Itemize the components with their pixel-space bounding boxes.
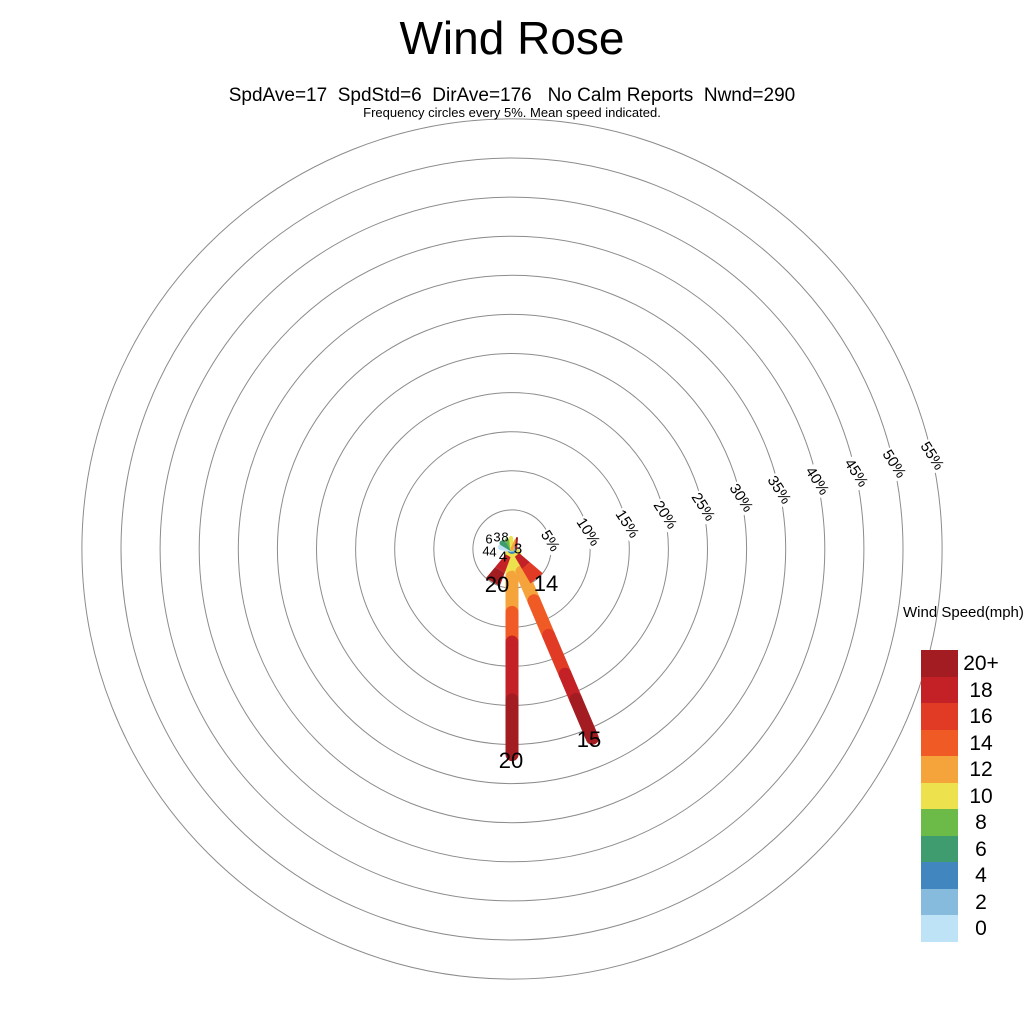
frequency-ring bbox=[120, 157, 904, 941]
legend-swatch bbox=[921, 915, 958, 942]
center-mini-spoke bbox=[515, 537, 518, 550]
legend-swatch bbox=[921, 650, 958, 677]
legend-swatch bbox=[921, 835, 958, 863]
legend-label: 16 bbox=[969, 705, 993, 728]
legend-swatch bbox=[921, 703, 958, 730]
page-title: Wind Rose bbox=[399, 12, 625, 64]
legend-label: 10 bbox=[969, 784, 993, 808]
legend-swatch bbox=[921, 676, 958, 704]
wind-spoke-wedge-segment bbox=[522, 562, 543, 584]
frequency-ring bbox=[81, 118, 943, 980]
legend-title: Wind Speed(mph) bbox=[903, 604, 1024, 621]
frequency-ring bbox=[198, 235, 826, 863]
legend-label: 14 bbox=[969, 731, 993, 755]
wind-spoke-wedge-segment bbox=[495, 554, 511, 573]
legend-swatch bbox=[921, 888, 958, 916]
legend-label: 12 bbox=[969, 758, 993, 781]
legend-label: 8 bbox=[975, 811, 987, 834]
frequency-ring bbox=[237, 274, 787, 824]
legend-label: 20+ bbox=[963, 652, 999, 675]
legend-label: 4 bbox=[975, 864, 987, 887]
legend-label: 6 bbox=[975, 837, 987, 861]
legend-label: 2 bbox=[975, 890, 987, 914]
frequency-ring bbox=[276, 313, 748, 785]
legend-label: 0 bbox=[975, 917, 987, 940]
legend-swatch bbox=[921, 782, 958, 810]
wind-spoke-wedge-segment bbox=[514, 553, 531, 570]
stats-line: SpdAve=17 SpdStd=6 DirAve=176 No Calm Re… bbox=[228, 85, 796, 106]
legend-swatch bbox=[921, 809, 958, 836]
legend-label: 18 bbox=[969, 678, 993, 702]
wind-spoke-segment bbox=[542, 628, 572, 681]
wind-spoke-segment bbox=[569, 692, 599, 745]
legend-swatch bbox=[921, 756, 958, 783]
legend-swatch bbox=[921, 729, 958, 757]
center-mini-spoke bbox=[510, 538, 518, 551]
legend-swatch bbox=[921, 862, 958, 889]
caption-line: Frequency circles every 5%. Mean speed i… bbox=[363, 105, 661, 120]
wind-spoke-wedge-segment bbox=[485, 567, 505, 587]
frequency-ring bbox=[159, 196, 865, 902]
